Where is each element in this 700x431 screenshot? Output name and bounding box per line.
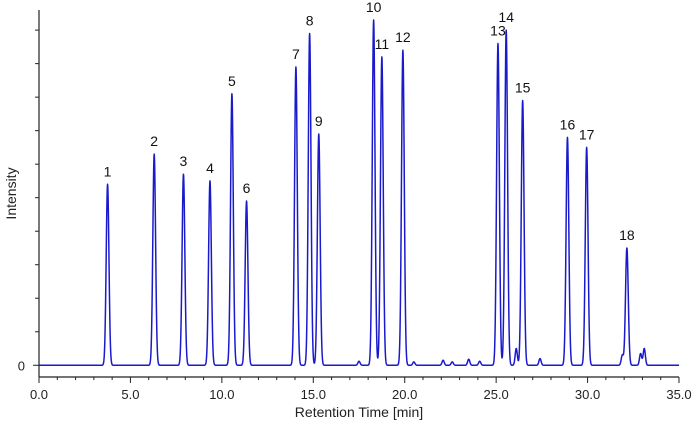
peak-label-16: 16 [560, 116, 576, 132]
peak-label-18: 18 [619, 227, 635, 243]
peak-label-10: 10 [366, 0, 382, 15]
y-axis-ticks: 0 [18, 29, 39, 373]
chromatogram-trace [38, 19, 680, 367]
x-tick-label: 0.0 [30, 387, 48, 402]
x-tick-label: 30.0 [575, 387, 600, 402]
x-tick-label: 20.0 [392, 387, 417, 402]
x-tick-label: 25.0 [483, 387, 508, 402]
peak-label-14: 14 [498, 9, 514, 25]
y-axis-title: Intensity [3, 167, 19, 219]
peak-label-2: 2 [150, 133, 158, 149]
y-tick-label: 0 [18, 358, 25, 373]
peak-label-13: 13 [490, 23, 506, 39]
x-tick-label: 15.0 [301, 387, 326, 402]
peak-label-6: 6 [243, 180, 251, 196]
peak-label-9: 9 [315, 113, 323, 129]
peak-label-12: 12 [395, 29, 411, 45]
peak-label-7: 7 [292, 46, 300, 62]
x-tick-label: 10.0 [209, 387, 234, 402]
peak-label-5: 5 [228, 73, 236, 89]
x-tick-label: 5.0 [121, 387, 139, 402]
peak-label-15: 15 [515, 79, 531, 95]
x-tick-label: 35.0 [666, 387, 691, 402]
peak-label-8: 8 [306, 12, 314, 28]
peak-label-11: 11 [375, 36, 390, 52]
peak-label-17: 17 [579, 126, 595, 142]
x-axis-ticks: 0.0 5.0 10.0 15.0 20.0 25.0 30.0 35.0 [30, 377, 692, 402]
peak-label-4: 4 [206, 160, 214, 176]
peak-label-1: 1 [104, 163, 112, 179]
peak-label-3: 3 [180, 153, 188, 169]
x-axis-title: Retention Time [min] [295, 404, 423, 420]
